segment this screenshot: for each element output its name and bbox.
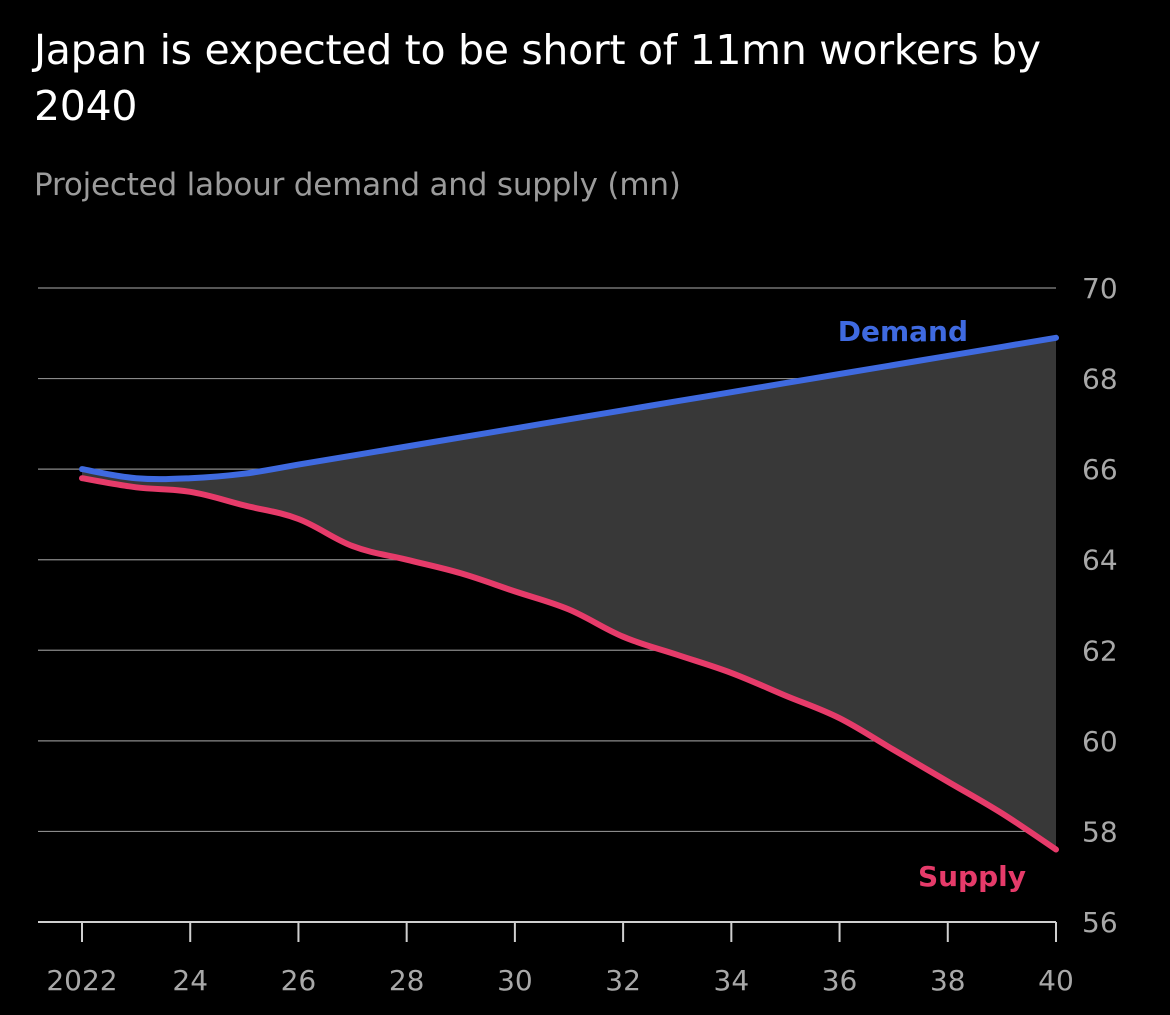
- x-tick-label-2034: 34: [714, 964, 750, 997]
- supply-series-label: Supply: [918, 860, 1026, 893]
- supply-line: [79, 475, 1059, 853]
- x-tick-label-2040: 40: [1038, 964, 1074, 997]
- gap-area: [82, 337, 1056, 850]
- demand-series-label: Demand: [838, 315, 968, 348]
- x-tick-label-2032: 32: [605, 964, 641, 997]
- x-tick-label-2024: 24: [172, 964, 208, 997]
- x-tick-label-2036: 36: [822, 964, 858, 997]
- y-tick-label-66: 66: [1082, 453, 1118, 486]
- series-labels: Demand Supply: [838, 315, 1026, 893]
- y-tick-label-56: 56: [1082, 906, 1118, 939]
- y-axis: 56 58 60 62 64 66 68 70: [1082, 272, 1118, 939]
- demand-line: [79, 334, 1059, 483]
- y-tick-label-62: 62: [1082, 634, 1118, 667]
- x-axis: 2022 24 26 28 30 32 34 36 38 40: [46, 922, 1074, 997]
- x-tick-label-2026: 26: [281, 964, 317, 997]
- x-tick-label-2022: 2022: [46, 964, 117, 997]
- y-tick-label-64: 64: [1082, 544, 1118, 577]
- chart-title: Japan is expected to be short of 11mn wo…: [34, 26, 1041, 130]
- y-tick-label-60: 60: [1082, 725, 1118, 758]
- y-tick-label-68: 68: [1082, 363, 1118, 396]
- demand-supply-gap-area: [82, 337, 1056, 850]
- y-tick-label-58: 58: [1082, 815, 1118, 848]
- series-lines: [79, 334, 1059, 853]
- x-tick-label-2028: 28: [389, 964, 425, 997]
- chart-subtitle: Projected labour demand and supply (mn): [34, 167, 681, 203]
- x-tick-label-2030: 30: [497, 964, 533, 997]
- y-tick-label-70: 70: [1082, 272, 1118, 305]
- x-tick-label-2038: 38: [930, 964, 966, 997]
